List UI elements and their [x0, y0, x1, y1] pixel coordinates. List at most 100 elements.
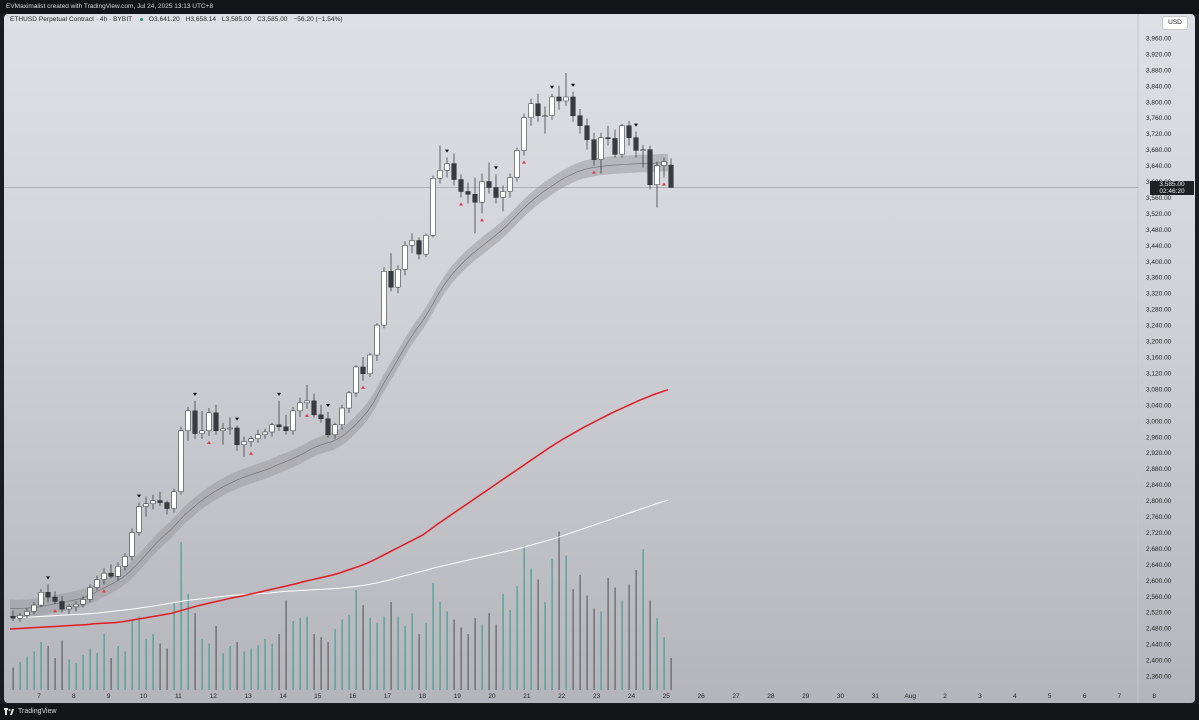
chart-area[interactable]: 3,960.00 3,920.00 3,880.00 3,840.00 3,800.00…	[4, 14, 1195, 703]
volume-bar	[362, 605, 364, 690]
market-status-dot	[140, 17, 144, 21]
volume-bar	[131, 619, 133, 690]
volume-bar	[453, 619, 455, 690]
candle-body	[444, 163, 450, 171]
sell-signal-marker	[326, 404, 330, 408]
volume-bar	[306, 616, 308, 690]
candle-body	[24, 611, 30, 616]
y-tick-label: 3,360.00	[1146, 275, 1172, 282]
candle-body	[423, 235, 429, 255]
symbol-legend[interactable]: ETHUSD Perpetual Contract · 4h · BYBIT O…	[10, 16, 347, 23]
volume-bar	[208, 643, 210, 690]
x-tick-label: 17	[384, 693, 392, 700]
candle-body	[395, 269, 401, 288]
volume-bar	[439, 602, 441, 690]
volume-bar	[614, 587, 616, 690]
volume-bar	[47, 646, 49, 690]
sell-signal-marker	[571, 83, 575, 87]
candle-body	[668, 164, 674, 188]
volume-bar	[586, 595, 588, 690]
candle-body	[514, 150, 520, 178]
candle-body	[241, 441, 247, 445]
candle-body	[437, 170, 443, 179]
volume-bar	[327, 642, 329, 690]
x-tick-label: 9	[107, 693, 111, 700]
y-tick-label: 3,560.00	[1146, 195, 1172, 202]
y-tick-label: 2,960.00	[1146, 434, 1172, 441]
candle-body	[290, 410, 296, 432]
volume-bar	[628, 584, 630, 690]
candle-body	[66, 606, 72, 610]
volume-bar	[215, 626, 217, 690]
candle-body	[577, 115, 583, 126]
y-tick-label: 3,000.00	[1146, 418, 1172, 425]
volume-bar	[530, 568, 532, 690]
candle-body	[570, 96, 576, 116]
volume-bar	[544, 602, 546, 690]
candle-body	[507, 177, 513, 192]
volume-bar	[446, 611, 448, 690]
y-tick-label: 2,520.00	[1146, 610, 1172, 617]
volume-bar	[292, 621, 294, 690]
volume-bar	[12, 667, 14, 690]
volume-bar	[257, 645, 259, 690]
candle-body	[269, 424, 275, 433]
candle-body	[626, 125, 632, 138]
band-ribbon	[10, 153, 668, 618]
volume-bar	[173, 602, 175, 690]
volume-bar	[82, 654, 84, 690]
credit-text: EVMaximalist created with TradingView.co…	[6, 3, 214, 10]
volume-bar	[593, 608, 595, 690]
y-tick-label: 2,560.00	[1146, 594, 1172, 601]
x-tick-label: 22	[558, 693, 566, 700]
candle-body	[45, 592, 51, 598]
volume-bar	[103, 634, 105, 690]
buy-signal-marker	[592, 170, 596, 174]
volume-bar	[404, 626, 406, 690]
y-tick-label: 3,440.00	[1146, 243, 1172, 250]
volume-bar	[495, 624, 497, 690]
buy-signal-marker	[361, 385, 365, 389]
y-tick-label: 2,720.00	[1146, 530, 1172, 537]
volume-bar	[187, 594, 189, 690]
y-tick-label: 2,760.00	[1146, 514, 1172, 521]
volume-bar	[26, 656, 28, 690]
x-tick-label: 14	[279, 693, 287, 700]
volume-bar	[166, 648, 168, 690]
footer-bar: TradingView	[0, 704, 1199, 720]
y-tick-label: 2,880.00	[1146, 466, 1172, 473]
volume-bar	[369, 618, 371, 690]
volume-bar	[278, 634, 280, 690]
candle-body	[311, 400, 317, 416]
y-tick-label: 3,480.00	[1146, 227, 1172, 234]
candle-body	[255, 434, 261, 440]
candle-body	[213, 412, 219, 432]
y-tick-label: 3,200.00	[1146, 339, 1172, 346]
candle-body	[136, 506, 142, 533]
volume-bar	[411, 613, 413, 690]
y-tick-label: 2,800.00	[1146, 498, 1172, 505]
ohlc-change: −56.20 (−1.54%)	[293, 16, 343, 23]
candle-body	[612, 138, 618, 155]
currency-button[interactable]: USD	[1162, 16, 1188, 30]
sell-signal-marker	[277, 392, 281, 396]
ohlc-high: H3,658.14	[185, 16, 217, 23]
x-tick-label: 11	[175, 693, 182, 700]
price-chart-svg[interactable]: 3,960.00 3,920.00 3,880.00 3,840.00 3,800.00…	[4, 14, 1195, 703]
volume-bar	[397, 616, 399, 690]
candle-body	[591, 139, 597, 160]
candle-body	[171, 491, 177, 509]
candle-body	[605, 137, 611, 139]
volume-bar	[607, 578, 609, 690]
volume-bar	[68, 659, 70, 690]
footer-brand: TradingView	[18, 708, 57, 715]
candle-body	[374, 324, 380, 356]
candle-body	[619, 125, 625, 155]
volume-bar	[152, 634, 154, 690]
candle-body	[472, 194, 478, 203]
candle-body	[248, 438, 254, 442]
symbol-title[interactable]: ETHUSD Perpetual Contract · 4h · BYBIT	[10, 16, 133, 23]
candle-body	[388, 271, 394, 288]
candle-body	[297, 402, 303, 412]
x-tick-label: 29	[802, 693, 810, 700]
